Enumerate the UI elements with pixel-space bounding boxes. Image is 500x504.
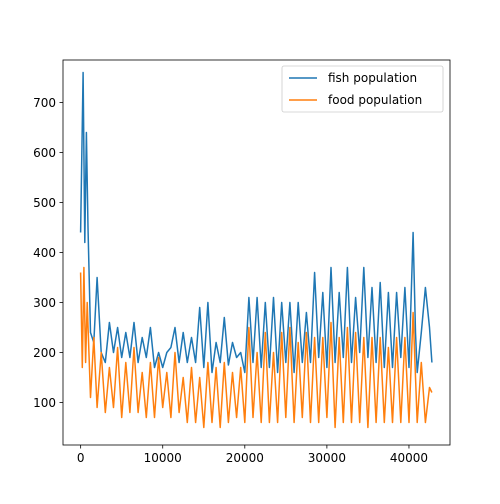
- legend-label: fish population: [328, 71, 417, 85]
- series-line-food-population: [79, 266, 433, 429]
- x-tick-label: 10000: [144, 451, 182, 465]
- series-lines: [79, 71, 433, 429]
- y-tick-label: 100: [33, 396, 56, 410]
- y-tick-label: 500: [33, 196, 56, 210]
- legend: fish population food population: [281, 65, 444, 113]
- y-tick-label: 600: [33, 146, 56, 160]
- y-tick-label: 400: [33, 246, 56, 260]
- legend-label: food population: [328, 93, 422, 107]
- series-line-fish-population: [79, 71, 433, 374]
- axis-ticks: 0 10000 20000 30000 40000 100 200 300 400 500 600 7…: [33, 96, 428, 465]
- legend-box: [281, 65, 444, 113]
- y-tick-label: 200: [33, 346, 56, 360]
- x-tick-label: 0: [77, 451, 85, 465]
- x-tick-label: 30000: [308, 451, 346, 465]
- y-tick-label: 300: [33, 296, 56, 310]
- y-tick-label: 700: [33, 96, 56, 110]
- x-tick-label: 40000: [390, 451, 428, 465]
- x-tick-label: 20000: [226, 451, 264, 465]
